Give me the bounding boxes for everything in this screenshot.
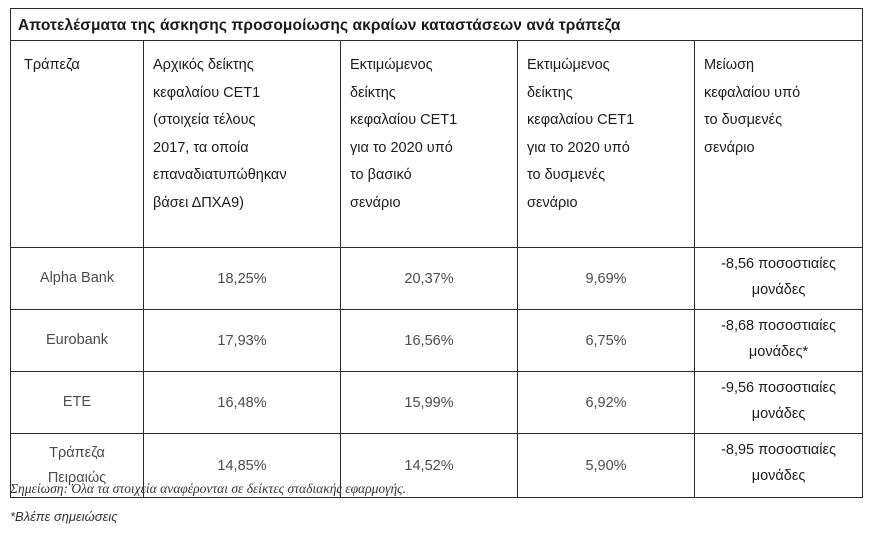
table-row: Eurobank 17,93% 16,56% 6,75% -8,68 ποσοσ… <box>10 309 864 372</box>
bank-name-line: Πειραιώς <box>47 469 107 486</box>
header-line: το δυσμενές <box>704 112 783 128</box>
header-line: δείκτης <box>350 84 396 101</box>
header-line: σενάριο <box>350 194 401 211</box>
cell-initial-cet1: 16,48% <box>143 371 341 434</box>
table-header-row: Τράπεζα Αρχικός δείκτης κεφαλαίου CET1 (… <box>10 40 864 248</box>
cell-adverse-2020: 5,90% <box>517 433 695 498</box>
header-line: δείκτης <box>527 84 573 101</box>
header-line: κεφαλαίου CET1 <box>527 112 635 128</box>
cell-capital-depletion: -8,95 ποσοστιαίες μονάδες <box>693 433 864 498</box>
header-line: Αρχικός δείκτης <box>153 57 254 73</box>
column-header-baseline-2020: Εκτιμώμενος δείκτης κεφαλαίου CET1 για τ… <box>340 40 518 248</box>
header-line: Μείωση <box>704 57 755 73</box>
table-row: Alpha Bank 18,25% 20,37% 9,69% -8,56 ποσ… <box>10 247 864 310</box>
header-line: σενάριο <box>704 139 755 156</box>
header-line: κεφαλαίου CET1 <box>350 112 458 128</box>
bank-name-line: Τράπεζα <box>49 444 105 461</box>
cell-baseline-2020: 20,37% <box>340 247 518 310</box>
depletion-line: μονάδες <box>751 468 806 484</box>
stress-test-results-table: Αποτελέσματα της άσκησης προσομοίωσης ακ… <box>9 8 864 498</box>
depletion-line: -8,95 ποσοστιαίες <box>721 442 836 458</box>
header-line: επαναδιατυπώθηκαν <box>153 167 287 183</box>
table-row: ΕΤΕ 16,48% 15,99% 6,92% -9,56 ποσοστιαίε… <box>10 371 864 434</box>
header-line: για το 2020 υπό <box>350 139 453 156</box>
table-title-row: Αποτελέσματα της άσκησης προσομοίωσης ακ… <box>9 8 864 41</box>
column-header-capital-depletion: Μείωση κεφαλαίου υπό το δυσμενές σενάριο <box>693 40 864 248</box>
cell-bank-name: Alpha Bank <box>10 247 144 310</box>
header-line: κεφαλαίου CET1 <box>153 84 261 101</box>
cell-initial-cet1: 14,85% <box>143 433 341 498</box>
cell-bank-name: Τράπεζα Πειραιώς <box>10 433 144 498</box>
column-header-adverse-2020: Εκτιμώμενος δείκτης κεφαλαίου CET1 για τ… <box>517 40 695 248</box>
bank-name-line: Eurobank <box>45 332 109 348</box>
cell-capital-depletion: -8,56 ποσοστιαίες μονάδες <box>693 247 864 310</box>
cell-baseline-2020: 16,56% <box>340 309 518 372</box>
cell-bank-name: Eurobank <box>10 309 144 372</box>
depletion-line: -8,68 ποσοστιαίες <box>721 318 836 334</box>
header-line: Εκτιμώμενος <box>527 57 610 73</box>
depletion-line: -8,56 ποσοστιαίες <box>721 256 836 272</box>
column-header-bank-line: Τράπεζα <box>24 57 80 73</box>
header-line: το δυσμενές <box>527 167 606 183</box>
header-line: για το 2020 υπό <box>527 139 630 156</box>
column-header-initial-cet1: Αρχικός δείκτης κεφαλαίου CET1 (στοιχεία… <box>143 40 341 248</box>
footnote-asterisk: *Βλέπε σημειώσεις <box>10 509 118 524</box>
cell-capital-depletion: -9,56 ποσοστιαίες μονάδες <box>693 371 864 434</box>
cell-baseline-2020: 15,99% <box>340 371 518 434</box>
column-header-bank: Τράπεζα <box>10 40 144 248</box>
cell-initial-cet1: 17,93% <box>143 309 341 372</box>
header-line: σενάριο <box>527 194 578 211</box>
footnote-note: Σημείωση: Όλα τα στοιχεία αναφέρονται σε… <box>10 481 407 496</box>
cell-adverse-2020: 6,92% <box>517 371 695 434</box>
cell-baseline-2020: 14,52% <box>340 433 518 498</box>
table-title: Αποτελέσματα της άσκησης προσομοίωσης ακ… <box>9 8 864 41</box>
depletion-line: μονάδες <box>751 406 806 422</box>
cell-bank-name: ΕΤΕ <box>10 371 144 434</box>
header-line: Εκτιμώμενος <box>350 57 433 73</box>
header-line: (στοιχεία τέλους <box>153 112 256 128</box>
bank-name-line: ΕΤΕ <box>62 394 92 410</box>
footnotes-block: Σημείωση: Όλα τα στοιχεία αναφέρονται σε… <box>10 481 870 525</box>
depletion-line: -9,56 ποσοστιαίες <box>721 380 836 396</box>
depletion-line: μονάδες* <box>748 344 809 360</box>
cell-capital-depletion: -8,68 ποσοστιαίες μονάδες* <box>693 309 864 372</box>
cell-initial-cet1: 18,25% <box>143 247 341 310</box>
depletion-line: μονάδες <box>751 282 806 298</box>
header-line: βάσει ΔΠΧΑ9) <box>153 194 244 211</box>
cell-adverse-2020: 6,75% <box>517 309 695 372</box>
header-line: 2017, τα οποία <box>153 139 249 156</box>
header-line: το βασικό <box>350 167 412 183</box>
table-row: Τράπεζα Πειραιώς 14,85% 14,52% 5,90% -8,… <box>10 433 864 498</box>
header-line: κεφαλαίου υπό <box>704 84 801 101</box>
cell-adverse-2020: 9,69% <box>517 247 695 310</box>
bank-name-line: Alpha Bank <box>39 270 115 286</box>
